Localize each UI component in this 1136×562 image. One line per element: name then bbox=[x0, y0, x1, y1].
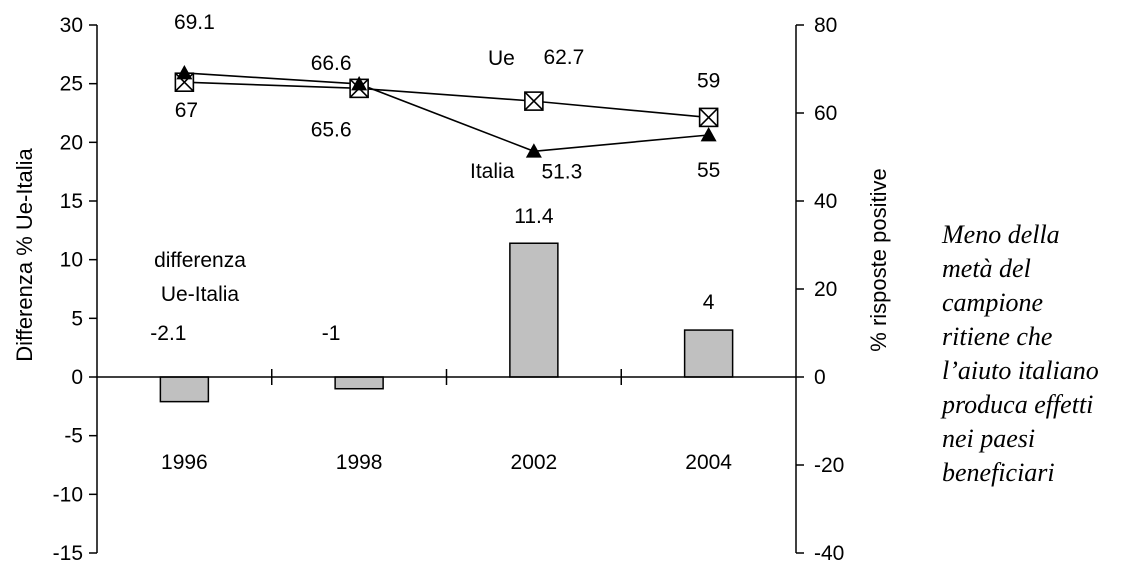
right-axis-tick-label: 60 bbox=[814, 102, 837, 125]
ue-value-label: 59 bbox=[697, 69, 720, 92]
left-axis-tick-label: 0 bbox=[71, 366, 83, 389]
ue-point bbox=[524, 91, 544, 111]
ue-line bbox=[184, 81, 709, 119]
combo-chart: 30 25 20 15 10 5 0 -5 -10 -15 80 60 40 20 0 -20 -40 199… bbox=[12, 11, 891, 562]
left-axis-tick-label: -5 bbox=[64, 425, 83, 448]
side-note-line: beneficiari bbox=[942, 458, 1055, 487]
right-axis-tick-label: 80 bbox=[814, 14, 837, 37]
left-axis-tick-label: -10 bbox=[53, 483, 83, 506]
ue-series-label: Ue bbox=[488, 47, 515, 70]
side-note: Meno della metà del campione ritiene che… bbox=[942, 218, 1132, 490]
side-note-line: l’aiuto italiano bbox=[942, 356, 1099, 385]
right-axis-title: % risposte positive bbox=[866, 168, 891, 351]
italia-value-label: 51.3 bbox=[541, 160, 582, 183]
side-note-line: nei paesi bbox=[942, 424, 1036, 453]
italia-point bbox=[351, 75, 368, 91]
bar-value-label: 4 bbox=[703, 291, 715, 314]
left-axis-tick-label: 10 bbox=[60, 249, 83, 272]
ue-value-label: 65.6 bbox=[311, 118, 352, 141]
bar bbox=[334, 376, 384, 390]
right-axis-tick-label: 20 bbox=[814, 278, 837, 301]
left-axis-tick-label: 20 bbox=[60, 131, 83, 154]
left-axis-title: Differenza % Ue-Italia bbox=[12, 147, 37, 361]
bar bbox=[683, 329, 734, 378]
ue-marker-cross bbox=[524, 91, 544, 111]
ue-value-label: 67 bbox=[175, 99, 198, 122]
italia-series-label: Italia bbox=[470, 160, 515, 183]
side-note-line: produca effetti bbox=[942, 390, 1094, 419]
left-axis-tick-label: 25 bbox=[60, 73, 83, 96]
italia-point bbox=[525, 143, 542, 158]
right-axis-tick-label: 40 bbox=[814, 190, 837, 213]
line-series bbox=[174, 64, 719, 158]
side-note-line: metà del bbox=[942, 254, 1031, 283]
left-axis-tick-label: -15 bbox=[53, 542, 83, 562]
x-axis-tick-label: 2004 bbox=[685, 451, 732, 474]
left-axis-tick-label: 5 bbox=[71, 307, 83, 330]
bar-value-label: 11.4 bbox=[514, 205, 554, 228]
side-note-line: campione bbox=[942, 288, 1044, 317]
bar-value-label: -1 bbox=[322, 322, 341, 345]
side-note-line: ritiene che bbox=[942, 322, 1053, 351]
right-y-axis: 80 60 40 20 0 -20 -40 bbox=[795, 14, 844, 562]
italia-line bbox=[184, 72, 709, 153]
left-axis-tick-label: 15 bbox=[60, 190, 83, 213]
data-labels: -2.1 -1 11.4 4 67 65.6 62.7 59 69.1 66.6 51.3 55 bbox=[150, 11, 720, 345]
right-axis-tick-label: 0 bbox=[814, 366, 826, 389]
bar bbox=[509, 242, 559, 378]
x-axis: 1996 1998 2002 2004 bbox=[97, 369, 796, 474]
bar-series-label-line-2: Ue-Italia bbox=[161, 283, 240, 306]
bar-series-label-line-1: differenza bbox=[154, 249, 246, 272]
left-y-axis: 30 25 20 15 10 5 0 -5 -10 -15 bbox=[53, 14, 98, 562]
italia-point bbox=[176, 64, 193, 80]
bar-value-label: -2.1 bbox=[150, 322, 186, 345]
bar bbox=[159, 376, 210, 403]
right-axis-tick-label: -20 bbox=[814, 454, 844, 477]
italia-point bbox=[700, 127, 717, 142]
right-axis-tick-label: -40 bbox=[814, 542, 844, 562]
x-axis-tick-label: 1998 bbox=[336, 451, 383, 474]
italia-value-label: 66.6 bbox=[311, 52, 352, 75]
ue-marker-cross bbox=[699, 107, 719, 127]
ue-value-label: 62.7 bbox=[543, 46, 584, 69]
side-note-line: Meno della bbox=[942, 220, 1060, 249]
left-axis-tick-label: 30 bbox=[60, 14, 83, 37]
italia-value-label: 55 bbox=[697, 159, 720, 182]
x-axis-tick-label: 1996 bbox=[161, 451, 208, 474]
x-axis-tick-label: 2002 bbox=[511, 451, 558, 474]
ue-point bbox=[698, 107, 719, 128]
italia-value-label: 69.1 bbox=[174, 11, 215, 34]
